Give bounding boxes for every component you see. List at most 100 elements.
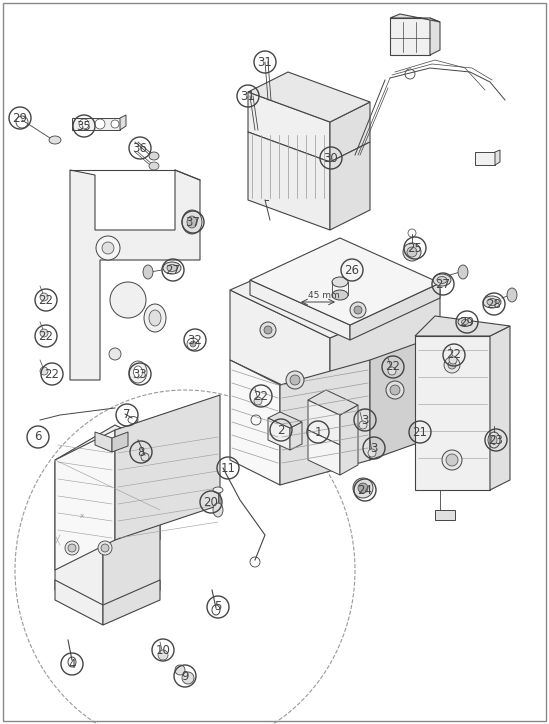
Circle shape (358, 483, 368, 493)
Polygon shape (308, 400, 340, 445)
Text: 4: 4 (68, 657, 76, 670)
Polygon shape (55, 490, 103, 615)
Polygon shape (95, 432, 112, 452)
Text: 25: 25 (407, 242, 422, 255)
Polygon shape (495, 150, 500, 165)
Ellipse shape (144, 304, 166, 332)
Polygon shape (308, 430, 340, 475)
Text: 8: 8 (137, 445, 145, 458)
Ellipse shape (182, 210, 202, 234)
Text: 11: 11 (221, 461, 236, 474)
Ellipse shape (213, 503, 223, 517)
Circle shape (182, 672, 194, 684)
Ellipse shape (149, 310, 161, 326)
Ellipse shape (332, 290, 348, 300)
Circle shape (390, 385, 400, 395)
Ellipse shape (437, 277, 447, 284)
Ellipse shape (167, 264, 177, 272)
Text: 45 mm: 45 mm (308, 292, 340, 300)
Circle shape (354, 306, 362, 314)
Text: 29: 29 (460, 316, 474, 329)
Ellipse shape (433, 274, 451, 286)
Text: 36: 36 (132, 141, 148, 154)
Polygon shape (112, 432, 128, 452)
Circle shape (102, 242, 114, 254)
Polygon shape (55, 425, 220, 510)
Polygon shape (248, 72, 370, 122)
Polygon shape (490, 326, 510, 490)
Polygon shape (350, 283, 440, 340)
Polygon shape (72, 118, 120, 130)
Circle shape (40, 329, 48, 337)
Polygon shape (268, 418, 290, 450)
Circle shape (286, 371, 304, 389)
Circle shape (449, 356, 457, 364)
Text: 22: 22 (385, 361, 401, 374)
Circle shape (158, 650, 168, 660)
Circle shape (353, 478, 373, 498)
Polygon shape (250, 280, 350, 340)
Ellipse shape (133, 366, 143, 378)
Circle shape (111, 120, 119, 128)
Text: 22: 22 (38, 329, 53, 342)
Polygon shape (248, 92, 330, 162)
Ellipse shape (458, 318, 472, 327)
Text: 22: 22 (446, 348, 462, 361)
Circle shape (448, 361, 456, 369)
Circle shape (260, 322, 276, 338)
Polygon shape (415, 316, 510, 336)
Ellipse shape (332, 277, 348, 287)
Polygon shape (390, 18, 430, 55)
Circle shape (446, 454, 458, 466)
Polygon shape (55, 430, 115, 570)
Ellipse shape (458, 265, 468, 279)
Circle shape (359, 421, 367, 429)
Polygon shape (103, 580, 160, 625)
Text: 27: 27 (165, 264, 181, 277)
Circle shape (442, 450, 462, 470)
Text: 31: 31 (257, 56, 272, 69)
Polygon shape (370, 335, 440, 460)
Text: 3: 3 (361, 413, 369, 426)
Polygon shape (430, 18, 440, 55)
Ellipse shape (149, 162, 159, 170)
Circle shape (109, 348, 121, 360)
Polygon shape (70, 170, 200, 380)
Circle shape (65, 541, 79, 555)
Ellipse shape (49, 136, 61, 144)
Circle shape (68, 544, 76, 552)
Polygon shape (230, 242, 440, 338)
Circle shape (407, 247, 417, 257)
Ellipse shape (507, 288, 517, 302)
Circle shape (444, 357, 460, 373)
Polygon shape (330, 142, 370, 230)
Polygon shape (290, 422, 302, 450)
Ellipse shape (149, 152, 159, 160)
Text: 24: 24 (357, 484, 373, 497)
Circle shape (110, 282, 146, 318)
Text: 22: 22 (38, 293, 53, 306)
Polygon shape (55, 580, 103, 625)
Ellipse shape (187, 216, 197, 228)
Ellipse shape (213, 487, 223, 493)
Text: 20: 20 (204, 495, 219, 508)
Text: 32: 32 (188, 334, 203, 347)
Text: 31: 31 (240, 90, 255, 103)
Text: 33: 33 (133, 368, 147, 381)
Polygon shape (390, 14, 440, 22)
Text: 26: 26 (345, 264, 360, 277)
Ellipse shape (462, 319, 468, 324)
Text: 3: 3 (371, 442, 378, 455)
Text: 22: 22 (44, 368, 59, 381)
Text: x: x (80, 513, 84, 519)
Text: 21: 21 (412, 426, 428, 439)
Circle shape (96, 236, 120, 260)
Circle shape (254, 397, 262, 405)
Text: 22: 22 (254, 390, 268, 403)
Polygon shape (250, 238, 440, 325)
Circle shape (264, 326, 272, 334)
Text: 23: 23 (489, 434, 503, 447)
Circle shape (95, 119, 105, 129)
Circle shape (386, 381, 404, 399)
Circle shape (79, 119, 89, 129)
